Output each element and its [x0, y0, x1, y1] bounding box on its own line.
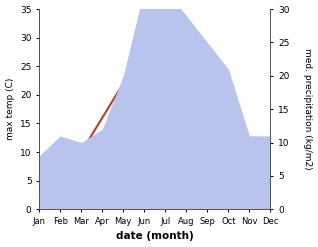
Y-axis label: med. precipitation (kg/m2): med. precipitation (kg/m2) — [303, 48, 313, 170]
Y-axis label: max temp (C): max temp (C) — [5, 78, 15, 140]
X-axis label: date (month): date (month) — [116, 231, 194, 242]
